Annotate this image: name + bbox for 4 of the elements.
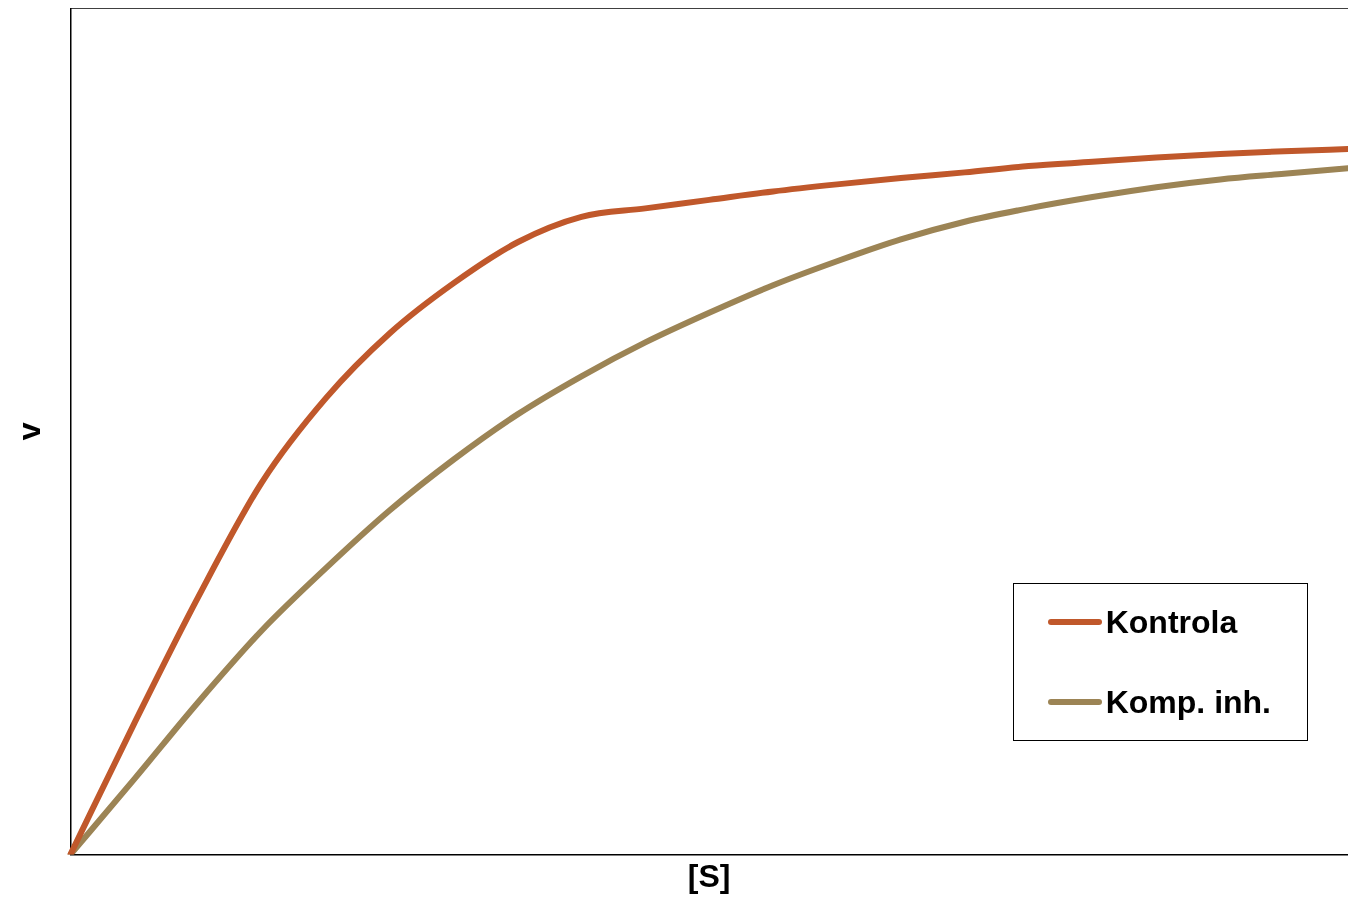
- x-axis-title: [S]: [687, 857, 731, 894]
- legend-label: Komp. inh.: [1105, 683, 1271, 721]
- y-axis-title: v: [11, 422, 48, 441]
- legend-label: Kontrola: [1105, 603, 1238, 641]
